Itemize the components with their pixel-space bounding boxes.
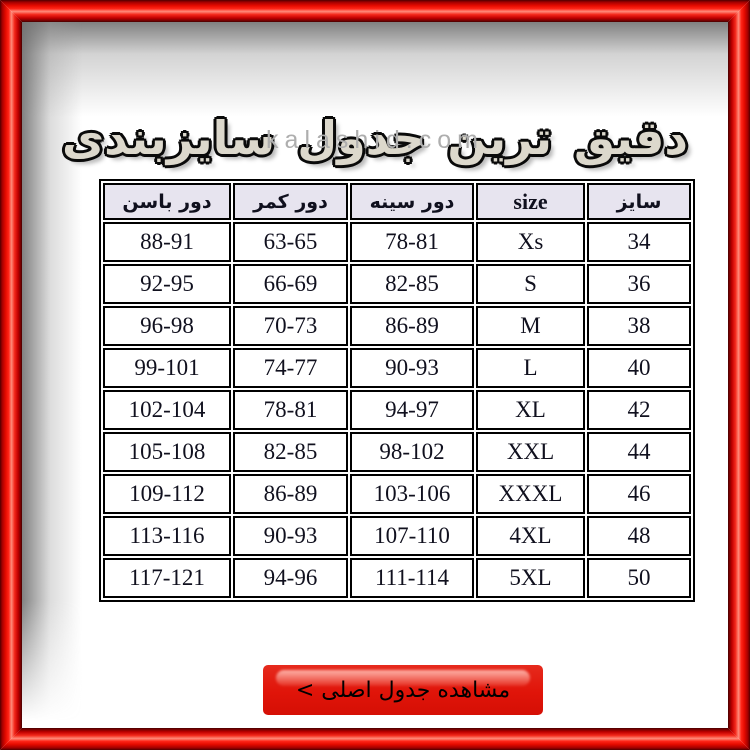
table-cell: 46 <box>587 474 691 514</box>
table-cell: 94-96 <box>233 558 348 598</box>
table-cell: 111-114 <box>350 558 474 598</box>
table-cell: 113-116 <box>103 516 231 556</box>
view-original-table-button[interactable]: مشاهده جدول اصلی > <box>263 665 543 715</box>
table-cell: 44 <box>587 432 691 472</box>
table-row: 92-95 66-69 82-85 S 36 <box>103 264 691 304</box>
column-header-waist: دور کمر <box>233 183 348 220</box>
table-row: 105-108 82-85 98-102 XXL 44 <box>103 432 691 472</box>
table-row: 113-116 90-93 107-110 4XL 48 <box>103 516 691 556</box>
frame-border-right <box>728 0 750 750</box>
table-cell: 5XL <box>476 558 585 598</box>
table-row: 102-104 78-81 94-97 XL 42 <box>103 390 691 430</box>
frame-border-bottom <box>0 728 750 750</box>
table-row: 88-91 63-65 78-81 Xs 34 <box>103 222 691 262</box>
column-header-hips: دور باسن <box>103 183 231 220</box>
table-cell: 38 <box>587 306 691 346</box>
column-header-size-number: سایز <box>587 183 691 220</box>
table-cell: 90-93 <box>350 348 474 388</box>
table-cell: XL <box>476 390 585 430</box>
watermark-text: kalashid.com <box>266 126 484 154</box>
table-cell: 34 <box>587 222 691 262</box>
table-cell: 36 <box>587 264 691 304</box>
table-cell: 99-101 <box>103 348 231 388</box>
table-cell: 98-102 <box>350 432 474 472</box>
table-cell: 78-81 <box>350 222 474 262</box>
table-cell: 78-81 <box>233 390 348 430</box>
table-cell: 42 <box>587 390 691 430</box>
button-label: مشاهده جدول اصلی > <box>295 677 511 703</box>
table-header-row: دور باسن دور کمر دور سینه size سایز <box>103 183 691 220</box>
table-cell: 82-85 <box>350 264 474 304</box>
table-cell: 40 <box>587 348 691 388</box>
table-cell: 82-85 <box>233 432 348 472</box>
table-cell: 102-104 <box>103 390 231 430</box>
column-header-chest: دور سینه <box>350 183 474 220</box>
table-cell: 107-110 <box>350 516 474 556</box>
table-cell: 86-89 <box>350 306 474 346</box>
table-cell: 4XL <box>476 516 585 556</box>
table-cell: 50 <box>587 558 691 598</box>
table-cell: 88-91 <box>103 222 231 262</box>
content-area: دقیق ترین جدول سایزبندی لباس kalashid.co… <box>22 22 728 728</box>
table-row: 99-101 74-77 90-93 L 40 <box>103 348 691 388</box>
table-cell: 103-106 <box>350 474 474 514</box>
table-row: 96-98 70-73 86-89 M 38 <box>103 306 691 346</box>
table-cell: 90-93 <box>233 516 348 556</box>
table-cell: XXXL <box>476 474 585 514</box>
size-table: دور باسن دور کمر دور سینه size سایز 88-9… <box>99 179 695 602</box>
frame-border-top <box>0 0 750 22</box>
table-cell: 48 <box>587 516 691 556</box>
table-cell: 92-95 <box>103 264 231 304</box>
table-cell: 117-121 <box>103 558 231 598</box>
table-cell: S <box>476 264 585 304</box>
table-cell: 86-89 <box>233 474 348 514</box>
column-header-size-letter: size <box>476 183 585 220</box>
table-cell: M <box>476 306 585 346</box>
frame-border-left <box>0 0 22 750</box>
table-cell: XXL <box>476 432 585 472</box>
table-cell: 109-112 <box>103 474 231 514</box>
table-cell: 94-97 <box>350 390 474 430</box>
table-cell: 74-77 <box>233 348 348 388</box>
table-cell: L <box>476 348 585 388</box>
table-cell: 96-98 <box>103 306 231 346</box>
table-cell: 63-65 <box>233 222 348 262</box>
table-cell: 105-108 <box>103 432 231 472</box>
table-row: 117-121 94-96 111-114 5XL 50 <box>103 558 691 598</box>
table-cell: 66-69 <box>233 264 348 304</box>
table-cell: 70-73 <box>233 306 348 346</box>
table-cell: Xs <box>476 222 585 262</box>
table-row: 109-112 86-89 103-106 XXXL 46 <box>103 474 691 514</box>
